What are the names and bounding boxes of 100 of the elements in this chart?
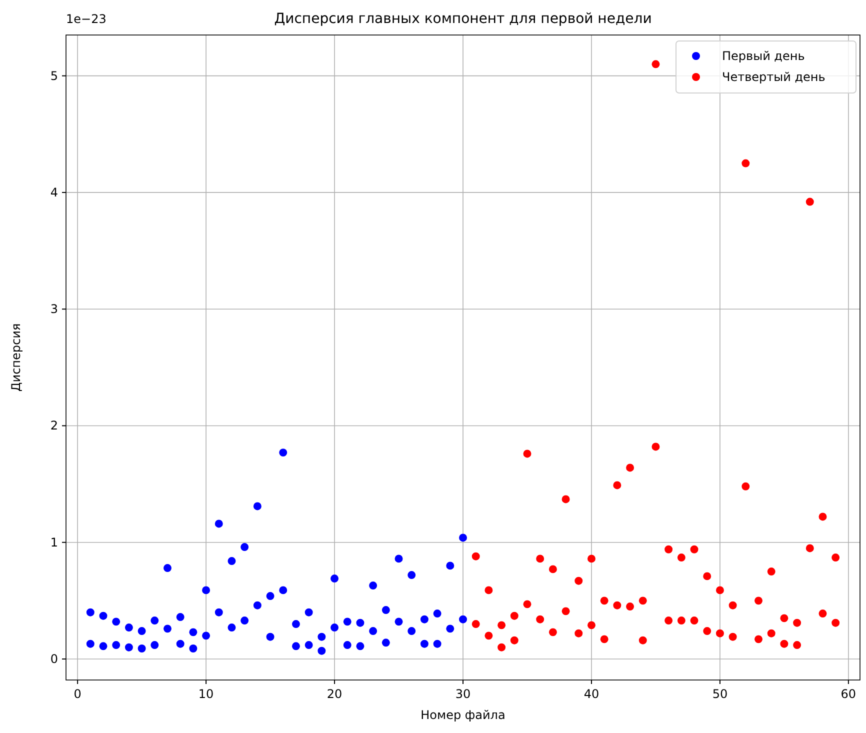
point xyxy=(356,618,364,627)
point xyxy=(138,644,146,652)
point xyxy=(652,60,660,68)
y-tick-label: 5 xyxy=(50,68,58,83)
point xyxy=(420,615,428,624)
legend-label: Четвертый день xyxy=(722,70,826,84)
point xyxy=(369,582,378,590)
point xyxy=(652,442,660,451)
point xyxy=(754,596,762,605)
text: 1e−23 xyxy=(66,12,106,26)
point xyxy=(228,624,236,632)
point xyxy=(446,562,454,570)
point xyxy=(510,612,518,620)
point xyxy=(266,592,274,600)
point xyxy=(574,576,583,585)
point xyxy=(304,608,313,616)
point xyxy=(600,635,608,644)
point xyxy=(189,628,198,636)
point xyxy=(703,572,712,580)
point xyxy=(677,616,686,624)
point xyxy=(767,629,776,638)
point xyxy=(498,643,506,652)
point xyxy=(793,641,802,649)
point xyxy=(124,643,133,652)
point xyxy=(202,586,210,594)
point xyxy=(394,618,403,626)
point xyxy=(343,641,352,649)
point xyxy=(253,502,262,510)
point xyxy=(318,646,326,655)
y-tick-label: 4 xyxy=(50,185,58,200)
point xyxy=(240,616,249,624)
x-tick-label: 10 xyxy=(198,687,214,701)
point xyxy=(780,640,788,648)
point xyxy=(690,545,698,554)
point xyxy=(664,545,673,554)
point xyxy=(523,600,532,608)
legend-label: Первый день xyxy=(722,49,805,63)
point xyxy=(638,596,647,605)
point xyxy=(832,554,840,562)
point xyxy=(266,632,274,641)
point xyxy=(767,568,776,576)
point xyxy=(562,495,570,504)
point xyxy=(638,636,647,644)
point xyxy=(394,554,403,563)
y-axis-title: Дисперсия xyxy=(9,323,23,392)
point xyxy=(806,198,814,206)
point xyxy=(420,640,428,648)
point xyxy=(253,601,262,610)
point xyxy=(240,543,249,552)
point xyxy=(728,632,737,641)
point xyxy=(536,615,544,624)
point xyxy=(626,464,634,472)
point xyxy=(86,608,94,616)
point xyxy=(806,544,814,552)
point xyxy=(382,638,390,647)
point xyxy=(99,642,108,650)
point xyxy=(356,642,364,650)
point xyxy=(202,632,210,640)
point xyxy=(279,448,288,457)
point xyxy=(742,159,750,168)
point xyxy=(510,636,518,644)
point xyxy=(664,616,673,624)
point xyxy=(150,641,159,649)
y-tick-label: 0 xyxy=(50,652,58,666)
point xyxy=(189,644,198,652)
point xyxy=(408,627,416,635)
chart-title: Дисперсия главных компонент для первой недели xyxy=(274,11,652,27)
point xyxy=(600,596,608,605)
point xyxy=(459,534,467,542)
point xyxy=(214,520,223,528)
point xyxy=(548,628,557,636)
point xyxy=(818,610,827,618)
point xyxy=(279,586,288,594)
point xyxy=(548,565,557,574)
point xyxy=(124,624,133,632)
point xyxy=(304,641,313,649)
point xyxy=(626,602,634,610)
point xyxy=(176,640,184,648)
point xyxy=(86,640,94,648)
point xyxy=(446,624,454,633)
point xyxy=(780,614,788,622)
point xyxy=(433,610,442,618)
point xyxy=(112,618,120,626)
point xyxy=(703,627,712,635)
point xyxy=(433,640,442,648)
point xyxy=(677,554,686,562)
point xyxy=(112,641,120,649)
point xyxy=(832,618,840,627)
point xyxy=(523,450,532,458)
point xyxy=(292,642,300,650)
point xyxy=(613,481,622,490)
point xyxy=(382,606,390,614)
x-tick-label: 50 xyxy=(712,687,728,701)
point xyxy=(99,612,108,620)
point xyxy=(793,618,802,627)
point xyxy=(176,613,184,621)
point xyxy=(690,616,698,624)
point xyxy=(369,627,378,635)
y-tick-label: 2 xyxy=(50,418,58,433)
point xyxy=(536,554,544,563)
